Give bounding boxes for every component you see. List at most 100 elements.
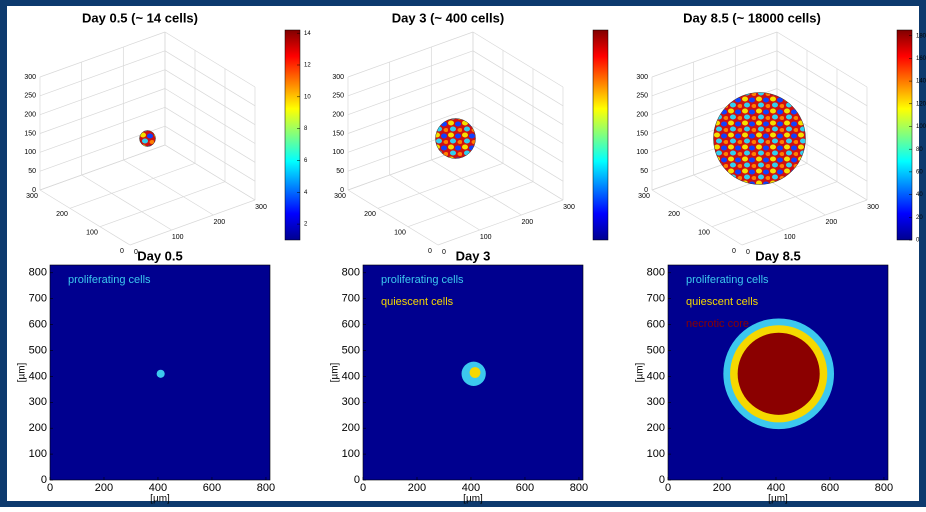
z-tick-label: 300 — [636, 74, 648, 81]
z-tick-label: 100 — [636, 149, 648, 156]
x-tick-label: 200 — [213, 219, 225, 226]
colorbar-tick-label: 12 — [304, 63, 311, 69]
y-axis-label: [µm] — [330, 362, 341, 382]
y-tick-label: 800 — [647, 267, 665, 279]
z-tick-label: 100 — [332, 149, 344, 156]
y-tick-label: 500 — [29, 344, 47, 356]
colorbar — [285, 30, 300, 240]
y-tick-label: 600 — [342, 318, 360, 330]
x-axis-label: [µm] — [150, 494, 170, 505]
y-tick-label: 200 — [647, 422, 665, 434]
x-tick-label: 300 — [563, 204, 575, 211]
y-tick-label: 0 — [41, 474, 47, 486]
y-tick-label: 100 — [86, 230, 98, 237]
y-tick-label: 200 — [56, 211, 68, 218]
x-axis-label: [µm] — [768, 494, 788, 505]
y-tick-label: 300 — [26, 193, 38, 200]
y-tick-label: 800 — [342, 267, 360, 279]
panel-title: Day 3 — [456, 248, 491, 263]
z-tick-label: 0 — [644, 187, 648, 194]
x-tick-label: 400 — [767, 482, 785, 494]
colorbar-tick-label: 20 — [916, 215, 923, 221]
y-tick-label: 800 — [29, 267, 47, 279]
z-tick-label: 150 — [636, 130, 648, 137]
y-tick-label: 700 — [29, 293, 47, 305]
y-tick-label: 100 — [29, 448, 47, 460]
cell-region — [157, 370, 165, 378]
x-tick-label: 200 — [408, 482, 426, 494]
x-tick-label: 600 — [516, 482, 534, 494]
colorbar-tick-label: 14 — [304, 31, 311, 37]
z-tick-label: 150 — [24, 130, 36, 137]
cell-region — [738, 333, 820, 415]
x-tick-label: 0 — [665, 482, 671, 494]
y-tick-label: 0 — [428, 248, 432, 255]
y-tick-label: 200 — [29, 422, 47, 434]
z-tick-label: 200 — [24, 112, 36, 119]
legend-label: proliferating cells — [381, 274, 464, 286]
y-tick-label: 200 — [668, 211, 680, 218]
panel-title: Day 0.5 — [137, 248, 183, 263]
y-tick-label: 200 — [364, 211, 376, 218]
x-axis-label: [µm] — [463, 494, 483, 505]
z-tick-label: 0 — [340, 187, 344, 194]
z-tick-label: 300 — [24, 74, 36, 81]
x-tick-label: 400 — [462, 482, 480, 494]
y-tick-label: 300 — [638, 193, 650, 200]
z-tick-label: 50 — [28, 168, 36, 175]
y-tick-label: 300 — [342, 396, 360, 408]
x-tick-label: 200 — [825, 219, 837, 226]
x-tick-label: 200 — [95, 482, 113, 494]
y-tick-label: 400 — [342, 370, 360, 382]
y-tick-label: 300 — [29, 396, 47, 408]
colorbar-tick-label: 160 — [916, 56, 926, 62]
x-tick-label: 100 — [784, 234, 796, 241]
cell-cluster — [436, 119, 476, 159]
legend-label: proliferating cells — [686, 274, 769, 286]
panel-title: Day 8.5 — [755, 248, 801, 263]
x-tick-label: 800 — [257, 482, 275, 494]
x-tick-label: 200 — [713, 482, 731, 494]
y-tick-label: 0 — [120, 248, 124, 255]
panel-title: Day 0.5 (~ 14 cells) — [82, 10, 198, 25]
colorbar-tick-label: 60 — [916, 169, 923, 175]
colorbar-tick-label: 140 — [916, 79, 926, 85]
x-tick-label: 0 — [47, 482, 53, 494]
y-tick-label: 600 — [29, 318, 47, 330]
y-tick-label: 100 — [394, 230, 406, 237]
colorbar-tick-label: 100 — [916, 124, 926, 130]
cell-region — [470, 367, 481, 378]
z-tick-label: 250 — [332, 93, 344, 100]
y-axis-label: [µm] — [635, 362, 646, 382]
x-tick-label: 300 — [255, 204, 267, 211]
z-tick-label: 0 — [32, 187, 36, 194]
x-tick-label: 600 — [821, 482, 839, 494]
y-tick-label: 400 — [29, 370, 47, 382]
z-tick-label: 250 — [24, 93, 36, 100]
z-tick-label: 50 — [336, 168, 344, 175]
x-tick-label: 100 — [480, 234, 492, 241]
x-tick-label: 400 — [149, 482, 167, 494]
x-tick-label: 0 — [442, 249, 446, 256]
y-tick-label: 0 — [732, 248, 736, 255]
x-tick-label: 600 — [203, 482, 221, 494]
x-tick-label: 800 — [570, 482, 588, 494]
x-tick-label: 200 — [521, 219, 533, 226]
panel-title: Day 3 (~ 400 cells) — [392, 10, 504, 25]
z-tick-label: 50 — [640, 168, 648, 175]
y-tick-label: 300 — [647, 396, 665, 408]
y-tick-label: 100 — [342, 448, 360, 460]
y-tick-label: 600 — [647, 318, 665, 330]
x-tick-label: 100 — [172, 234, 184, 241]
x-tick-label: 0 — [746, 249, 750, 256]
y-axis-label: [µm] — [17, 362, 28, 382]
x-tick-label: 0 — [360, 482, 366, 494]
y-tick-label: 100 — [647, 448, 665, 460]
y-tick-label: 0 — [354, 474, 360, 486]
colorbar-tick-label: 120 — [916, 101, 926, 107]
z-tick-label: 200 — [332, 112, 344, 119]
y-tick-label: 700 — [342, 293, 360, 305]
y-tick-label: 300 — [334, 193, 346, 200]
cell-cluster — [140, 131, 156, 147]
cell-cluster — [714, 93, 806, 185]
